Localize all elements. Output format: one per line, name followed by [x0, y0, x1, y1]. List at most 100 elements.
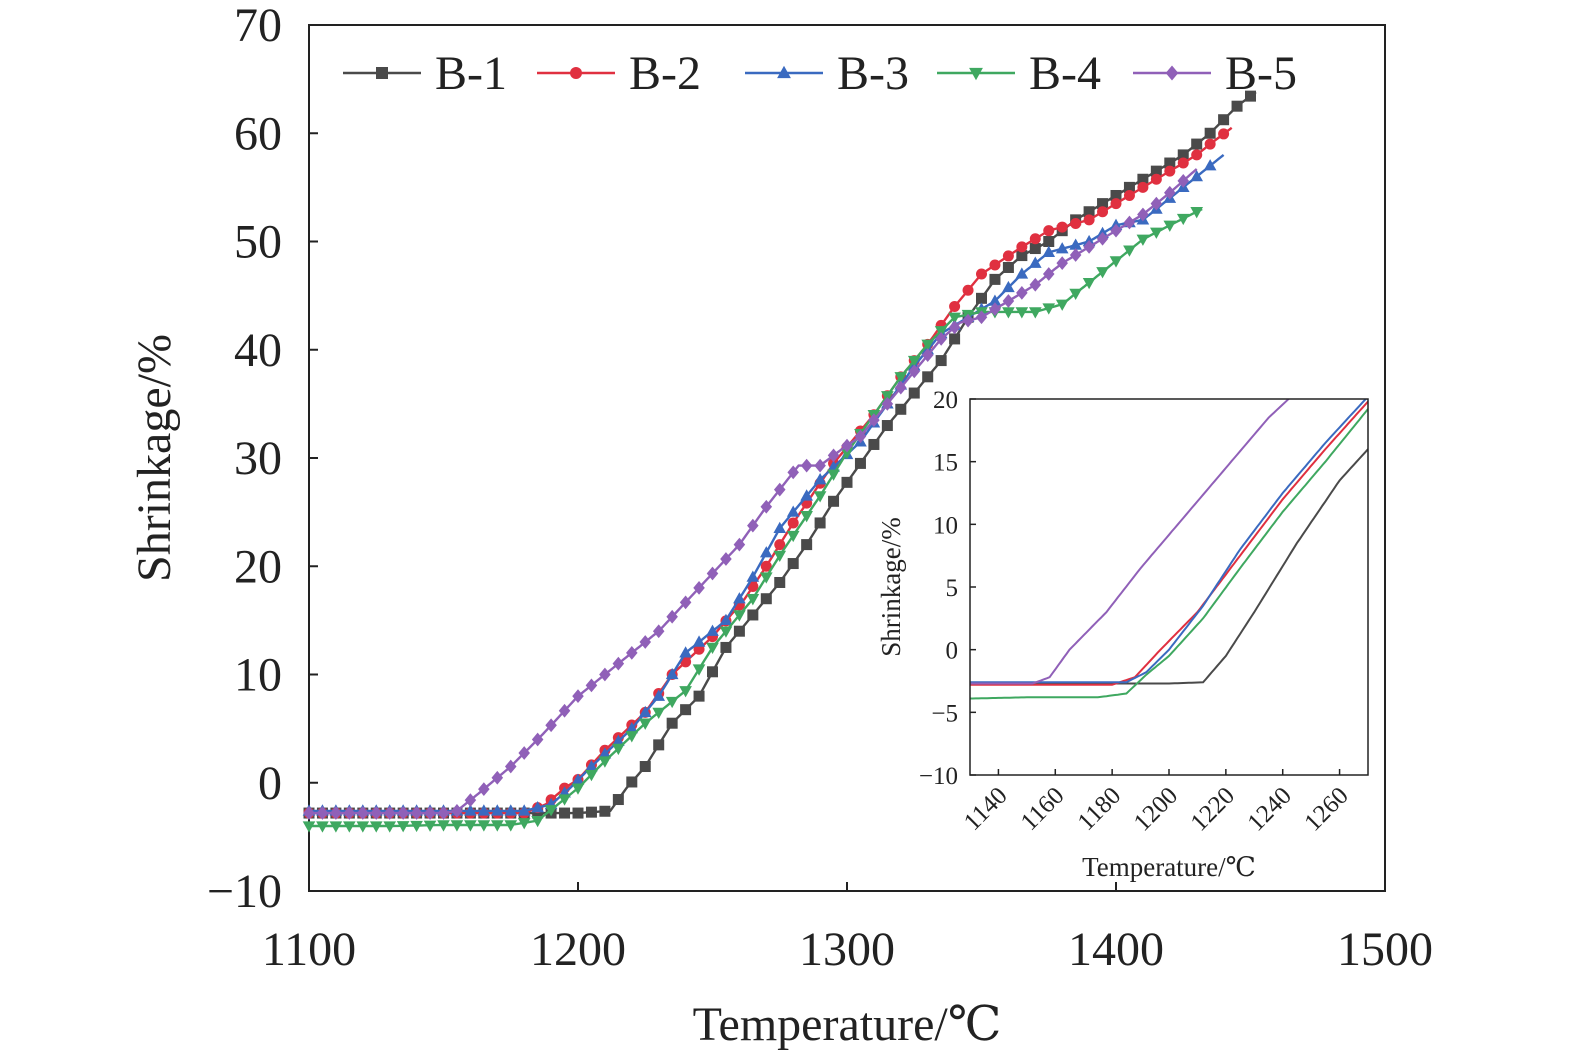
- inset-y-tick-label: 5: [946, 575, 959, 602]
- data-point: [1177, 157, 1189, 169]
- data-point: [545, 718, 557, 733]
- data-point: [746, 570, 760, 582]
- data-point: [881, 397, 894, 411]
- data-point: [316, 821, 329, 833]
- data-point: [868, 413, 880, 427]
- data-point: [907, 355, 921, 368]
- data-point: [935, 355, 947, 367]
- data-point: [1176, 213, 1190, 226]
- data-point: [1110, 223, 1122, 238]
- data-point: [410, 806, 423, 820]
- inset-y-tick-label: −5: [931, 700, 958, 727]
- data-point: [1002, 250, 1014, 262]
- x-tick-label: 1500: [1337, 923, 1433, 976]
- data-point: [841, 476, 853, 488]
- data-point: [759, 546, 773, 558]
- data-point: [625, 722, 639, 734]
- data-point: [800, 511, 813, 523]
- data-point: [800, 458, 813, 473]
- data-point: [881, 420, 893, 432]
- data-point: [504, 820, 518, 832]
- data-point: [1245, 90, 1256, 102]
- data-point: [1043, 225, 1055, 237]
- data-point: [774, 539, 786, 551]
- data-point: [1203, 159, 1217, 171]
- data-point: [652, 689, 666, 701]
- data-point: [1042, 303, 1056, 315]
- legend-marker: [1165, 65, 1179, 81]
- data-point: [437, 820, 450, 832]
- data-point: [1029, 277, 1042, 292]
- data-point: [1191, 138, 1203, 150]
- data-point: [1110, 198, 1122, 210]
- data-point: [1028, 256, 1042, 268]
- data-point: [450, 820, 464, 832]
- inset-y-tick-label: 0: [946, 638, 959, 665]
- data-point: [760, 560, 772, 572]
- data-point: [451, 804, 463, 818]
- data-point: [693, 581, 705, 595]
- data-point: [680, 704, 692, 716]
- data-point: [733, 592, 746, 604]
- legend-label: B-5: [1225, 47, 1297, 100]
- series-B-4: [302, 207, 1204, 833]
- data-point: [531, 732, 544, 747]
- data-point: [1177, 174, 1190, 188]
- data-point: [760, 499, 773, 514]
- data-point: [666, 609, 678, 624]
- legend-label: B-4: [1029, 47, 1101, 100]
- y-tick-label: 20: [234, 540, 282, 593]
- data-point: [1109, 256, 1123, 268]
- y-tick-label: 50: [234, 216, 282, 269]
- legend-item-B-3: B-3: [745, 47, 909, 100]
- main-series-group: [302, 90, 1257, 833]
- data-point: [1028, 307, 1042, 319]
- data-point: [531, 801, 544, 813]
- data-point: [1097, 206, 1109, 218]
- data-point: [854, 457, 866, 469]
- data-point: [747, 518, 759, 533]
- legend-item-B-5: B-5: [1133, 47, 1297, 100]
- data-point: [1123, 215, 1136, 230]
- data-point: [894, 372, 908, 384]
- data-point: [1123, 245, 1136, 257]
- data-point: [1110, 189, 1122, 201]
- data-point: [652, 624, 665, 639]
- x-tick-label: 1300: [799, 923, 895, 976]
- data-point: [639, 635, 652, 649]
- data-point: [949, 300, 961, 312]
- data-point: [1204, 138, 1216, 150]
- data-point: [720, 552, 732, 566]
- data-point: [921, 348, 934, 363]
- data-point: [692, 635, 706, 647]
- series-B-5: [303, 168, 1198, 820]
- x-tick-label: 1100: [262, 923, 356, 976]
- data-point: [490, 804, 504, 816]
- data-point: [625, 731, 639, 743]
- data-point: [786, 505, 800, 517]
- main-x-axis-title: Temperature/℃: [693, 998, 1002, 1051]
- y-tick-label: 40: [234, 324, 282, 377]
- data-point: [1055, 299, 1069, 311]
- data-point: [1190, 207, 1204, 219]
- data-point: [517, 818, 531, 830]
- data-point: [922, 371, 934, 383]
- data-point: [612, 734, 625, 746]
- data-point: [544, 805, 558, 817]
- data-point: [719, 626, 733, 638]
- data-point: [1042, 245, 1056, 257]
- main-y-axis-title: Shrinkage/%: [128, 334, 181, 582]
- data-point: [1231, 100, 1243, 112]
- data-point: [1163, 220, 1177, 232]
- data-point: [1083, 240, 1095, 254]
- data-point: [572, 807, 584, 819]
- x-tick-label: 1200: [530, 923, 626, 976]
- legend-item-B-1: B-1: [343, 47, 507, 100]
- data-point: [504, 759, 517, 774]
- data-point: [356, 821, 370, 833]
- data-point: [572, 689, 584, 704]
- data-point: [330, 806, 342, 820]
- data-point: [976, 292, 987, 304]
- data-point: [464, 804, 477, 816]
- data-point: [585, 759, 598, 772]
